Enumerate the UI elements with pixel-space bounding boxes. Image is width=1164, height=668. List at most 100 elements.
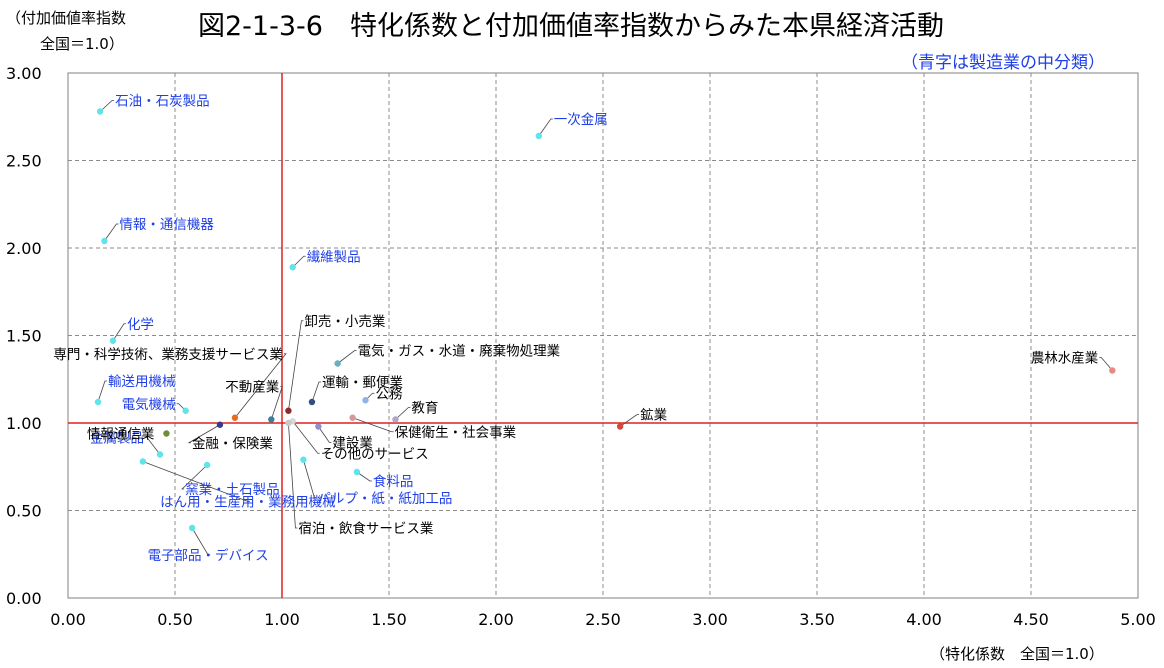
data-label: 公務 — [375, 386, 402, 402]
x-tick-label: 3.00 — [692, 610, 728, 629]
data-point — [289, 264, 296, 271]
leader-line — [234, 353, 287, 418]
leader-line — [292, 255, 306, 268]
x-tick-label: 2.00 — [478, 610, 514, 629]
leader-line — [270, 386, 283, 420]
data-label: パルプ・紙・紙加工品 — [317, 491, 452, 507]
leader-line — [187, 424, 221, 444]
leader-line — [176, 403, 186, 412]
data-point — [268, 416, 275, 423]
leader-line — [337, 350, 357, 364]
data-label: 化学 — [127, 317, 154, 333]
x-axis-label: （特化係数 全国＝1.0） — [930, 645, 1104, 663]
data-label: その他のサービス — [321, 446, 429, 462]
data-point — [1109, 367, 1116, 374]
data-point — [308, 398, 316, 406]
data-label: 鉱業 — [640, 408, 668, 424]
data-label: 情報・通信機器 — [119, 217, 214, 233]
data-label: 不動産業 — [225, 380, 279, 396]
data-label: 専門・科学技術、業務支援サービス業 — [53, 347, 283, 363]
data-label: 保健衛生・社会事業 — [395, 425, 517, 441]
leader-line — [292, 421, 320, 454]
x-tick-label: 4.00 — [906, 610, 942, 629]
data-label: 一次金属 — [554, 112, 608, 128]
data-label: 建設業 — [332, 436, 373, 452]
x-tick-label: 0.00 — [50, 610, 86, 629]
data-label: 窯業・土石製品 — [185, 481, 280, 498]
data-point — [188, 524, 196, 532]
leader-line — [619, 414, 640, 427]
x-tick-label: 1.50 — [371, 610, 407, 629]
data-label: 食料品 — [373, 473, 414, 490]
legend-note: （青字は製造業の中分類） — [901, 53, 1105, 73]
data-point — [101, 237, 108, 245]
x-tick-label: 0.50 — [157, 610, 193, 629]
data-point — [182, 407, 189, 414]
leader-line — [538, 118, 553, 137]
leader-line — [352, 417, 394, 433]
data-label: 卸売・小売業 — [304, 314, 385, 330]
data-point — [362, 397, 369, 404]
leader-line — [99, 100, 115, 112]
data-label: 運輸・郵便業 — [322, 375, 403, 391]
data-point — [203, 461, 211, 469]
leader-line — [365, 392, 375, 401]
data-point — [216, 421, 224, 428]
data-label: 電子部品・デバイス — [148, 547, 269, 564]
data-label: 農林水産業 — [1031, 351, 1099, 367]
data-point — [349, 414, 356, 421]
leader-line — [145, 437, 161, 455]
leader-line — [1099, 357, 1113, 371]
chart-title: 図2-1-3-6 特化係数と付加価値率指数からみた本県経済活動 — [198, 11, 944, 42]
leader-line — [97, 380, 107, 403]
leader-line — [142, 461, 250, 502]
y-axis-label-line1: （付加価値率指数 — [6, 9, 127, 27]
leader-line — [104, 223, 119, 242]
data-point — [231, 414, 239, 421]
leader-line — [318, 426, 332, 443]
y-tick-label: 2.00 — [6, 239, 42, 258]
data-point — [156, 451, 164, 458]
x-tick-label: 3.50 — [799, 610, 835, 629]
data-point — [139, 458, 147, 465]
data-point — [535, 132, 542, 140]
y-tick-label: 2.50 — [6, 152, 42, 171]
leader-line — [303, 459, 317, 499]
data-label: はん用・生産用・業務用機械 — [160, 495, 336, 511]
leader-line — [356, 471, 372, 482]
x-tick-label: 1.00 — [264, 610, 300, 629]
data-label: 石油・石炭製品 — [115, 94, 210, 110]
data-point — [285, 407, 292, 414]
x-tick-label: 4.50 — [1013, 610, 1049, 629]
y-tick-label: 3.00 — [6, 64, 42, 83]
data-point — [96, 108, 104, 115]
y-tick-label: 0.50 — [6, 502, 42, 521]
data-label: 繊維製品 — [307, 249, 361, 265]
data-label: 宿泊・飲食サービス業 — [298, 520, 433, 537]
data-label: 情報通信業 — [87, 427, 155, 443]
data-point — [163, 430, 170, 437]
data-point — [334, 360, 341, 367]
leader-line — [288, 320, 304, 411]
leader-line — [191, 527, 211, 556]
leader-line — [288, 422, 298, 529]
data-point — [94, 398, 102, 406]
data-point — [392, 416, 399, 423]
x-tick-label: 2.50 — [585, 610, 621, 629]
y-tick-label: 0.00 — [6, 589, 42, 608]
data-point — [285, 419, 292, 427]
leader-line — [311, 381, 321, 403]
data-point — [300, 456, 307, 463]
y-axis-label-line2: 全国＝1.0） — [40, 35, 124, 53]
data-label: 輸送用機械 — [108, 374, 175, 390]
y-tick-label: 1.00 — [6, 414, 42, 433]
data-label: 電気機械 — [122, 397, 176, 413]
data-label: 教育 — [411, 401, 438, 417]
data-label: 金融・保険業 — [192, 436, 273, 452]
x-tick-label: 5.00 — [1120, 610, 1156, 629]
data-point — [353, 468, 361, 476]
leader-line — [112, 323, 126, 341]
leader-line — [181, 464, 208, 490]
